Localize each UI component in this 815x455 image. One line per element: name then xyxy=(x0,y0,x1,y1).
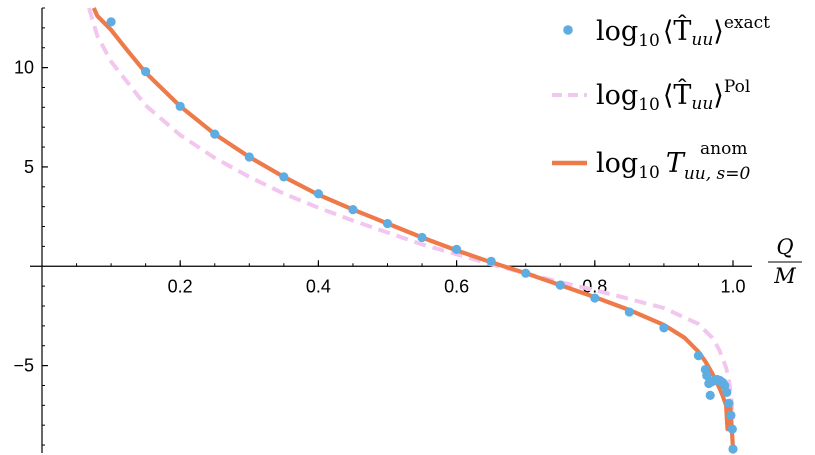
legend-marker-exact xyxy=(563,25,573,35)
legend-label-pol: log10 ⟨T̂uu⟩Pol xyxy=(596,77,750,115)
data-point-exact xyxy=(244,152,254,162)
data-point-exact xyxy=(728,444,738,454)
x-tick-label: 0.6 xyxy=(444,276,469,296)
data-point-exact xyxy=(313,189,323,199)
data-point-exact xyxy=(702,370,712,381)
y-tick-label: 10 xyxy=(14,58,34,78)
x-tick-label: 0.4 xyxy=(306,276,331,296)
series-line-anom xyxy=(91,7,736,450)
data-point-exact xyxy=(486,256,496,266)
data-point-exact xyxy=(624,307,634,317)
data-point-exact xyxy=(659,323,669,333)
data-point-exact xyxy=(555,280,565,290)
x-tick-label: 0.2 xyxy=(168,276,193,296)
x-axis-label-denominator: M xyxy=(773,264,796,288)
legend-entry-pol: log10 ⟨T̂uu⟩Pol xyxy=(552,77,750,115)
legend-sup-anom: anom xyxy=(700,139,747,159)
data-point-exact xyxy=(590,293,600,303)
x-tick-label: 1.0 xyxy=(720,276,745,296)
x-axis-label: Q M xyxy=(768,235,802,288)
x-axis-label-numerator: Q xyxy=(776,235,793,259)
data-point-exact xyxy=(452,244,462,254)
legend: log10 ⟨T̂uu⟩exact log10 ⟨T̂uu⟩Pol log10 Tuu… xyxy=(552,13,770,184)
y-tick-label: −5 xyxy=(13,356,34,376)
legend-entry-anom: log10 Tuu, s=0 anom xyxy=(552,139,751,184)
data-point-exact xyxy=(521,268,531,278)
data-point-exact xyxy=(348,205,358,215)
axes: 0.2 0.4 0.6 0.8 1.0 105−5 xyxy=(13,7,752,453)
data-point-exact xyxy=(705,390,715,400)
y-ticks: 10 5 −5 xyxy=(13,58,48,376)
y-tick-label: 5 xyxy=(24,157,34,177)
data-point-exact xyxy=(724,398,734,408)
data-point-exact xyxy=(141,66,151,77)
legend-entry-exact: log10 ⟨T̂uu⟩exact xyxy=(563,13,770,51)
series-exact xyxy=(106,17,738,454)
data-point-exact xyxy=(722,387,732,398)
series-line-pol xyxy=(87,7,735,420)
data-point-exact xyxy=(693,351,704,361)
data-point-exact xyxy=(382,218,393,229)
x-ticks: 0.2 0.4 0.6 0.8 1.0 xyxy=(168,260,746,296)
series-layer xyxy=(87,7,738,454)
data-point-exact xyxy=(210,129,220,139)
data-point-exact xyxy=(727,424,737,434)
data-point-exact xyxy=(726,410,736,420)
data-point-exact xyxy=(720,380,730,391)
legend-label-anom: log10 Tuu, s=0 xyxy=(596,148,751,184)
legend-label-exact: log10 ⟨T̂uu⟩exact xyxy=(596,13,770,51)
data-point-exact xyxy=(175,101,185,111)
data-point-exact xyxy=(279,172,289,182)
data-point-exact xyxy=(417,232,427,243)
data-point-exact xyxy=(106,17,116,27)
